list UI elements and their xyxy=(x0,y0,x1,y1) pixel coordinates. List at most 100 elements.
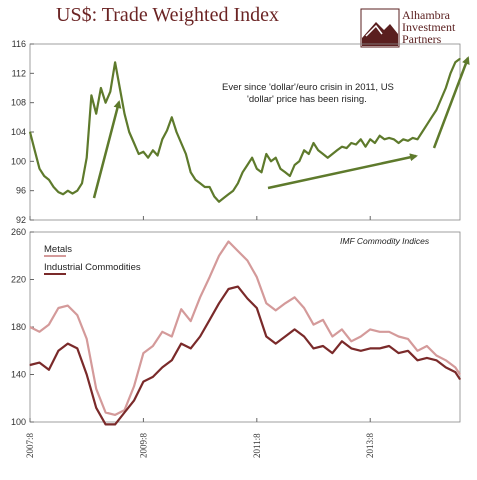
industrial-commodities-line-point xyxy=(454,371,456,373)
usd-trade-weighted-line-point xyxy=(251,157,253,159)
usd-trade-weighted-line-point xyxy=(393,138,395,140)
usd-trade-weighted-line-point xyxy=(152,149,154,151)
usd-trade-weighted-line-point xyxy=(416,138,419,140)
usd-trade-weighted-line-point xyxy=(331,153,334,155)
top-y-tick-label: 112 xyxy=(12,68,26,78)
logo-line-2: Investment xyxy=(402,20,456,34)
industrial-commodities-line-point xyxy=(180,343,182,345)
metals-line-point xyxy=(246,259,248,262)
usd-trade-weighted-line-point xyxy=(76,190,78,192)
usd-trade-weighted-line-point xyxy=(142,151,145,153)
usd-trade-weighted-line-point xyxy=(190,171,192,173)
industrial-commodities-line-point xyxy=(133,400,135,402)
metals-line-point xyxy=(237,250,239,252)
industrial-commodities-line-point xyxy=(284,335,286,338)
bottom-plot-frame xyxy=(29,231,461,423)
trend-arrow-2014 xyxy=(432,56,470,149)
usd-trade-weighted-line-point xyxy=(265,153,267,155)
usd-trade-weighted-line-point xyxy=(218,201,220,203)
usd-trade-weighted-line-point xyxy=(147,157,149,159)
industrial-commodities-line-point xyxy=(275,343,277,345)
usd-trade-weighted-line-point xyxy=(412,137,414,139)
top-y-tick-label: 116 xyxy=(12,39,26,49)
metals-line-point xyxy=(76,314,78,316)
industrial-commodities-line-point xyxy=(416,359,419,361)
mountain-logo-icon xyxy=(360,8,400,48)
commodity-subtitle: IMF Commodity Indices xyxy=(340,236,430,246)
industrial-commodities-line-point xyxy=(350,347,352,349)
usd-trade-weighted-line-point xyxy=(71,193,74,195)
metals-line-point xyxy=(379,331,381,333)
usd-trade-weighted-line-point xyxy=(161,138,163,140)
usd-trade-weighted-line-point xyxy=(194,179,196,181)
metals-line-point xyxy=(86,338,88,340)
usd-trade-weighted-line xyxy=(28,57,461,203)
top-y-tick-label: 108 xyxy=(11,98,26,108)
page-title: US$: Trade Weighted Index xyxy=(56,4,280,26)
usd-trade-weighted-line-point xyxy=(175,131,178,133)
usd-trade-weighted-line-point xyxy=(48,179,50,181)
legend-label-metals: Metals xyxy=(44,244,72,255)
industrial-commodities-line-point xyxy=(397,352,400,354)
industrial-commodities-line-point xyxy=(171,359,173,361)
metals-line-point xyxy=(369,328,371,330)
industrial-commodities-line-point xyxy=(199,335,201,338)
usd-trade-weighted-line-point xyxy=(242,171,244,173)
metals-line-point xyxy=(161,331,163,333)
metals-line-point xyxy=(407,338,409,340)
industrial-commodities-line-point xyxy=(331,352,334,354)
industrial-commodities-line-point xyxy=(435,359,437,361)
industrial-commodities-line-point xyxy=(256,307,258,309)
usd-trade-weighted-line-point xyxy=(397,142,400,144)
usd-trade-weighted-line-point xyxy=(407,140,409,142)
metals-line-point xyxy=(208,276,211,278)
industrial-commodities-line-point xyxy=(67,343,69,345)
industrial-commodities-line-point xyxy=(303,335,305,338)
industrial-commodities-line-point xyxy=(322,345,324,347)
usd-trade-weighted-line-point xyxy=(317,149,319,151)
usd-trade-weighted-line-point xyxy=(308,153,310,155)
x-axis: 2007:8 2009:8 2011:8 2013:8 xyxy=(25,216,375,458)
usd-trade-weighted-line-point xyxy=(388,137,390,139)
industrial-commodities-line-point xyxy=(38,362,41,364)
x-tick-label: 2009:8 xyxy=(138,432,148,458)
industrial-commodities-line-point xyxy=(341,340,343,342)
top-y-axis: 92 96 100 104 108 112 116 xyxy=(11,39,34,225)
industrial-commodities-line-point xyxy=(208,319,211,321)
industrial-commodities-line-point xyxy=(426,357,428,359)
usd-trade-weighted-line-point xyxy=(341,146,343,148)
usd-trade-weighted-line-point xyxy=(227,193,230,195)
usd-trade-weighted-line-point xyxy=(355,143,357,146)
industrial-commodities-line-point xyxy=(294,328,296,330)
metals-line-point xyxy=(284,302,286,304)
annotation-line-2: 'dollar' price has been rising. xyxy=(247,94,367,105)
bottom-y-tick-label: 100 xyxy=(11,417,26,427)
industrial-commodities-line-point xyxy=(445,366,447,368)
commodity-series-group xyxy=(29,240,461,426)
industrial-commodities-line-point xyxy=(265,335,267,338)
industrial-commodities-line-point xyxy=(379,347,381,349)
usd-trade-weighted-line-point xyxy=(379,135,381,137)
usd-trade-weighted-line-point xyxy=(128,131,130,133)
top-y-tick-label: 96 xyxy=(16,186,26,196)
usd-trade-weighted-line-point xyxy=(350,142,352,144)
usd-trade-weighted-line-point xyxy=(223,197,225,199)
usd-trade-weighted-line-point xyxy=(62,193,64,195)
logo: Alhambra Investment Partners xyxy=(360,8,477,48)
industrial-commodities-line-point xyxy=(218,302,220,304)
usd-series-group xyxy=(28,57,461,203)
metals-line-point xyxy=(459,373,461,376)
usd-trade-weighted-line-point xyxy=(298,160,300,162)
usd-trade-weighted-line-point xyxy=(360,138,362,140)
usd-trade-weighted-line-point xyxy=(449,72,452,74)
usd-trade-weighted-line-point xyxy=(213,195,215,198)
metals-line-point xyxy=(133,385,135,387)
usd-trade-weighted-line-point xyxy=(100,87,102,89)
metals-line-point xyxy=(142,352,145,354)
metals-line-point xyxy=(114,414,116,416)
usd-trade-weighted-line-point xyxy=(34,149,36,151)
x-tick-label: 2013:8 xyxy=(365,432,375,458)
industrial-commodities-line-point xyxy=(459,378,461,380)
usd-trade-weighted-line-point xyxy=(275,157,277,159)
